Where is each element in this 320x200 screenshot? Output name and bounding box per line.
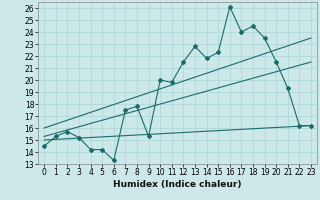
X-axis label: Humidex (Indice chaleur): Humidex (Indice chaleur): [113, 180, 242, 189]
